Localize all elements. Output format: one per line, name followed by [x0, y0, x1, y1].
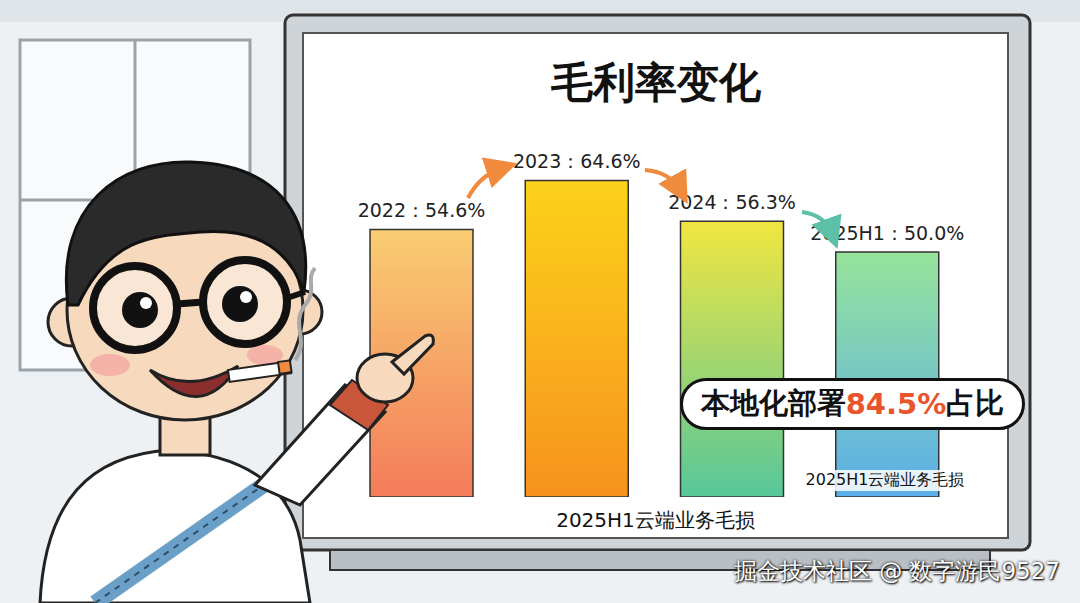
html-text:本地化部署84.5%占比: 本地化部署84.5%占比 [700, 386, 1005, 421]
html-text:掘金技术社区 @ 数字游民9527: 掘金技术社区 @ 数字游民9527 [733, 558, 1060, 584]
html-text:2025H1云端业务毛损: 2025H1云端业务毛损 [805, 470, 965, 489]
svg-text:2025H1：50.0%: 2025H1：50.0% [810, 222, 965, 244]
svg-text:2024：56.3%: 2024：56.3% [668, 191, 796, 213]
html-text:2025H1云端业务毛损: 2025H1云端业务毛损 [556, 508, 755, 532]
html-text:毛利率变化: 毛利率变化 [550, 58, 761, 107]
svg-text:2022：54.6%: 2022：54.6% [358, 199, 486, 221]
svg-text:2023：64.6%: 2023：64.6% [513, 150, 641, 172]
